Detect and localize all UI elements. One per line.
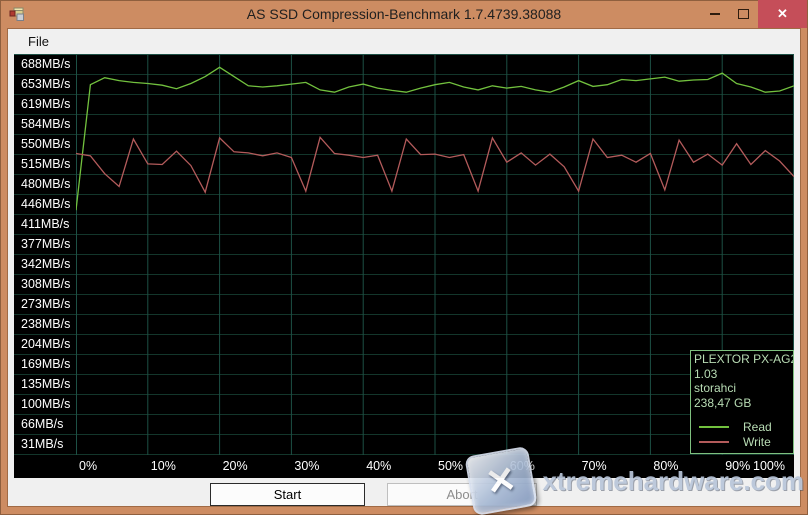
y-axis-label: 411MB/s: [14, 215, 76, 235]
y-axis-label: 273MB/s: [14, 295, 76, 315]
write-series-line: [76, 135, 794, 194]
x-axis-label: 0%: [79, 459, 98, 473]
legend-entries: Read Write: [694, 419, 793, 449]
y-axis-label: 135MB/s: [14, 375, 76, 395]
x-axis-label: 60%: [509, 459, 535, 473]
y-axis-label: 66MB/s: [14, 415, 76, 435]
plot-area: PLEXTOR PX-AG25 1.03 storahci 238,47 GB …: [76, 55, 794, 456]
window-controls: ✕: [700, 0, 807, 28]
benchmark-chart: 688MB/s 653MB/s 619MB/s 584MB/s 550MB/s 515MB…: [14, 54, 794, 478]
y-axis-label: 100MB/s: [14, 395, 76, 415]
start-button[interactable]: Start: [210, 483, 365, 506]
y-axis-label: 446MB/s: [14, 195, 76, 215]
y-axis-label: 619MB/s: [14, 95, 76, 115]
app-icon: [9, 6, 25, 22]
menubar: File: [8, 29, 800, 54]
legend-device: PLEXTOR PX-AG25: [694, 352, 794, 367]
y-axis-label: 31MB/s: [14, 435, 76, 455]
y-axis-labels: 688MB/s 653MB/s 619MB/s 584MB/s 550MB/s 515MB…: [14, 55, 76, 456]
legend-driver: storahci: [694, 381, 737, 396]
read-line-sample: [699, 425, 729, 428]
y-axis-label: 688MB/s: [14, 55, 76, 75]
y-axis-label: 342MB/s: [14, 255, 76, 275]
legend-capacity: 238,47 GB: [694, 395, 752, 410]
y-axis-label: 204MB/s: [14, 335, 76, 355]
x-axis-label: 50%: [438, 459, 464, 473]
x-axis-label: 70%: [581, 459, 607, 473]
x-axis-label: 10%: [150, 459, 176, 473]
y-axis-label: 480MB/s: [14, 175, 76, 195]
abort-button[interactable]: Abort: [387, 483, 537, 506]
y-axis-label: 515MB/s: [14, 155, 76, 175]
legend-write-label: Write: [743, 434, 771, 449]
x-axis-labels: 0% 10% 20% 30% 40% 50% 60% 70% 80% 90% 100%: [76, 456, 794, 479]
minimize-icon: [709, 13, 720, 15]
x-axis-label: 80%: [653, 459, 679, 473]
chart-legend: PLEXTOR PX-AG25 1.03 storahci 238,47 GB …: [690, 350, 794, 454]
y-axis-label: 377MB/s: [14, 235, 76, 255]
minimize-button[interactable]: [700, 0, 729, 28]
axis-corner: [14, 456, 76, 479]
menu-item-file[interactable]: File: [28, 34, 49, 49]
titlebar: AS SSD Compression-Benchmark 1.7.4739.38…: [0, 0, 808, 28]
close-button[interactable]: ✕: [758, 0, 807, 28]
y-axis-label: 238MB/s: [14, 315, 76, 335]
read-series-line: [76, 66, 794, 211]
maximize-button[interactable]: [729, 0, 758, 28]
button-row: Start Abort: [8, 483, 800, 506]
y-axis-label: 169MB/s: [14, 355, 76, 375]
x-axis-label: 40%: [366, 459, 392, 473]
y-axis-label: 584MB/s: [14, 115, 76, 135]
legend-entry-write: Write: [694, 434, 793, 449]
close-icon: ✕: [777, 6, 788, 21]
x-axis-label: 100%: [753, 459, 785, 473]
maximize-icon: [738, 9, 749, 19]
chart-canvas: [76, 55, 794, 455]
y-axis-label: 308MB/s: [14, 275, 76, 295]
client-area: File 688MB/s 653MB/s 619MB/s 584MB/s 550MB/s…: [7, 28, 801, 507]
y-axis-label: 550MB/s: [14, 135, 76, 155]
y-axis-label: 653MB/s: [14, 75, 76, 95]
write-line-sample: [699, 440, 729, 443]
x-axis-label: 90%: [725, 459, 751, 473]
legend-firmware: 1.03: [694, 366, 718, 381]
x-axis-label: 30%: [294, 459, 320, 473]
x-axis-label: 20%: [222, 459, 248, 473]
legend-read-label: Read: [743, 419, 772, 434]
window-title: AS SSD Compression-Benchmark 1.7.4739.38…: [246, 6, 562, 22]
legend-entry-read: Read: [694, 419, 793, 434]
